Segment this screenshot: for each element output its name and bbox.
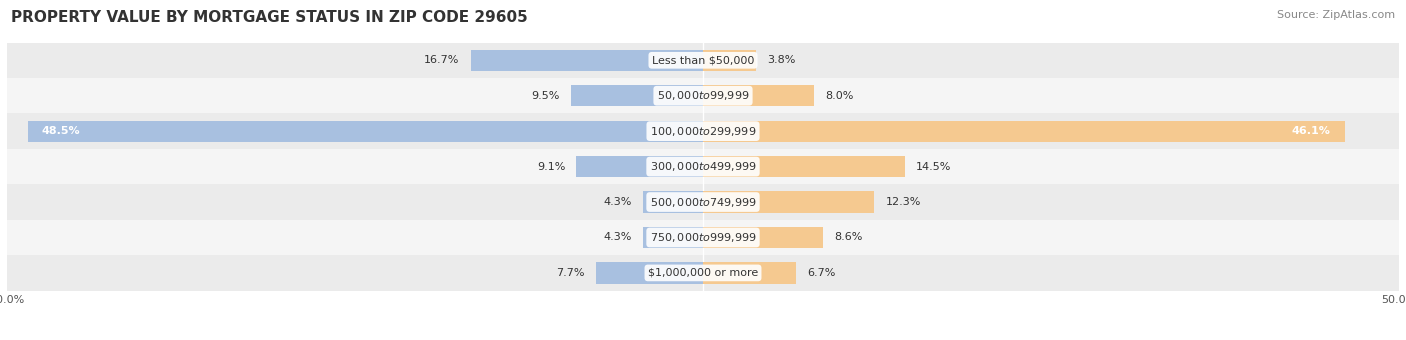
Bar bbox=[7, 114, 1399, 149]
Bar bbox=[7, 255, 1399, 291]
Bar bbox=[28, 121, 703, 142]
Bar bbox=[703, 50, 756, 71]
Text: $500,000 to $749,999: $500,000 to $749,999 bbox=[650, 195, 756, 208]
Bar bbox=[7, 184, 1399, 220]
Bar bbox=[7, 78, 1399, 114]
Text: 6.7%: 6.7% bbox=[807, 268, 835, 278]
Text: Less than $50,000: Less than $50,000 bbox=[652, 55, 754, 65]
Bar bbox=[7, 220, 1399, 255]
Text: 3.8%: 3.8% bbox=[768, 55, 796, 65]
Bar bbox=[7, 42, 1399, 78]
Text: PROPERTY VALUE BY MORTGAGE STATUS IN ZIP CODE 29605: PROPERTY VALUE BY MORTGAGE STATUS IN ZIP… bbox=[11, 10, 529, 25]
Text: 7.7%: 7.7% bbox=[557, 268, 585, 278]
Bar bbox=[571, 85, 703, 106]
Text: 4.3%: 4.3% bbox=[603, 197, 633, 207]
Text: 8.0%: 8.0% bbox=[825, 91, 853, 101]
Text: $300,000 to $499,999: $300,000 to $499,999 bbox=[650, 160, 756, 173]
Bar bbox=[471, 50, 703, 71]
Bar bbox=[703, 262, 796, 284]
Text: 8.6%: 8.6% bbox=[834, 233, 862, 242]
Bar bbox=[643, 227, 703, 248]
Text: 46.1%: 46.1% bbox=[1292, 126, 1330, 136]
Text: 14.5%: 14.5% bbox=[915, 162, 952, 172]
Text: $750,000 to $999,999: $750,000 to $999,999 bbox=[650, 231, 756, 244]
Bar bbox=[7, 149, 1399, 184]
Legend: Without Mortgage, With Mortgage: Without Mortgage, With Mortgage bbox=[574, 337, 832, 340]
Text: 16.7%: 16.7% bbox=[425, 55, 460, 65]
Text: $1,000,000 or more: $1,000,000 or more bbox=[648, 268, 758, 278]
Bar bbox=[703, 121, 1344, 142]
Bar bbox=[703, 85, 814, 106]
Text: Source: ZipAtlas.com: Source: ZipAtlas.com bbox=[1277, 10, 1395, 20]
Text: $50,000 to $99,999: $50,000 to $99,999 bbox=[657, 89, 749, 102]
Bar bbox=[703, 191, 875, 212]
Bar bbox=[576, 156, 703, 177]
Text: $100,000 to $299,999: $100,000 to $299,999 bbox=[650, 125, 756, 138]
Bar bbox=[703, 227, 823, 248]
Text: 12.3%: 12.3% bbox=[886, 197, 921, 207]
Bar bbox=[643, 191, 703, 212]
Text: 48.5%: 48.5% bbox=[42, 126, 80, 136]
Text: 4.3%: 4.3% bbox=[603, 233, 633, 242]
Bar bbox=[596, 262, 703, 284]
Bar bbox=[703, 156, 905, 177]
Text: 9.5%: 9.5% bbox=[531, 91, 560, 101]
Text: 9.1%: 9.1% bbox=[537, 162, 565, 172]
